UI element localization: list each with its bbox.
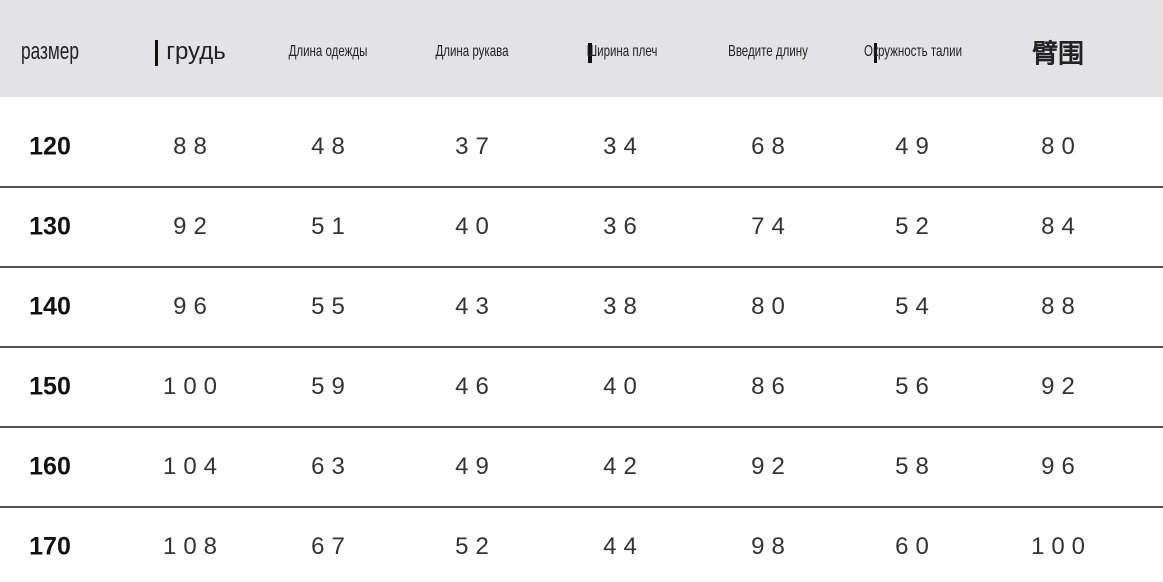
cell-value: 60 [895,533,936,560]
column-header: Длина одежды [288,43,368,60]
header-marker [874,43,877,63]
cell-value: 49 [895,133,936,160]
cell-value: 67 [311,533,352,560]
row-label: 170 [29,532,71,561]
row-divider [0,266,1163,268]
cell-value: 84 [1041,213,1082,240]
cell-value: 92 [1041,373,1082,400]
cell-value: 42 [603,453,644,480]
cell-value: 43 [455,293,496,320]
cell-value: 55 [311,293,352,320]
row-divider [0,506,1163,508]
header-marker [588,43,592,63]
cell-value: 44 [603,533,644,560]
cell-value: 40 [455,213,496,240]
cell-value: 100 [162,373,225,400]
row-label: 130 [29,212,71,241]
cell-value: 49 [455,453,496,480]
cell-value: 37 [455,133,496,160]
cell-value: 38 [603,293,644,320]
column-header: грудь [166,38,226,65]
column-header: размер [20,38,80,65]
row-label: 140 [29,292,71,321]
cell-value: 80 [1041,133,1082,160]
cell-value: 48 [311,133,352,160]
cell-value: 58 [895,453,936,480]
row-divider [0,186,1163,188]
cell-value: 54 [895,293,936,320]
column-header: 臂围 [1031,39,1085,70]
cell-value: 34 [603,133,644,160]
cell-value: 46 [455,373,496,400]
row-label: 120 [29,132,71,161]
row-label: 160 [29,452,71,481]
cell-value: 104 [162,453,225,480]
cell-value: 86 [751,373,792,400]
cell-value: 59 [311,373,352,400]
header-marker [155,40,158,66]
row-divider [0,426,1163,428]
cell-value: 68 [751,133,792,160]
cell-value: 80 [751,293,792,320]
cell-value: 96 [1041,453,1082,480]
cell-value: 52 [895,213,936,240]
cell-value: 88 [173,133,214,160]
cell-value: 96 [173,293,214,320]
cell-value: 52 [455,533,496,560]
header-band [0,0,1163,97]
row-label: 150 [29,372,71,401]
cell-value: 40 [603,373,644,400]
cell-value: 56 [895,373,936,400]
cell-value: 92 [751,453,792,480]
cell-value: 88 [1041,293,1082,320]
row-divider [0,346,1163,348]
column-header: Ширина плеч [586,43,658,60]
column-header: Окружность талии [863,43,963,60]
cell-value: 51 [311,213,352,240]
cell-value: 63 [311,453,352,480]
column-header: Введите длину [728,43,808,60]
cell-value: 98 [751,533,792,560]
cell-value: 100 [1030,533,1093,560]
cell-value: 108 [162,533,225,560]
cell-value: 36 [603,213,644,240]
cell-value: 92 [173,213,214,240]
column-header: Длина рукава [435,43,509,60]
cell-value: 74 [751,213,792,240]
